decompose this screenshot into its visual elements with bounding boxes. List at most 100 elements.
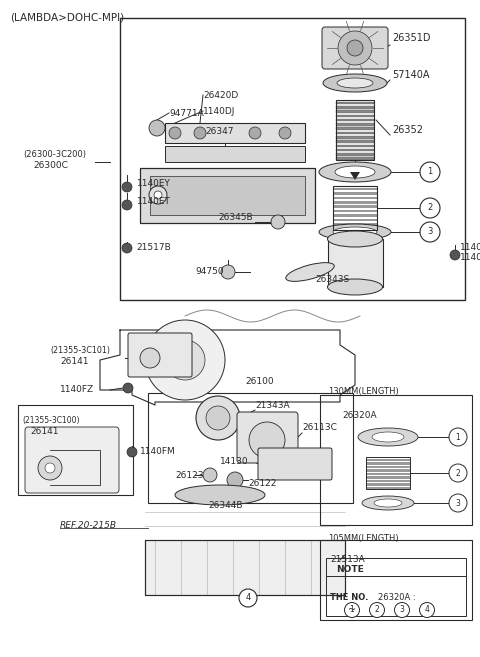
Bar <box>336 123 374 125</box>
Circle shape <box>420 162 440 182</box>
Text: THE NO.: THE NO. <box>330 593 368 602</box>
Text: 4: 4 <box>245 593 251 602</box>
Bar <box>326 558 466 616</box>
FancyBboxPatch shape <box>237 412 298 463</box>
Bar <box>366 466 410 468</box>
FancyBboxPatch shape <box>128 333 192 377</box>
Bar <box>333 186 377 230</box>
Text: 2: 2 <box>427 204 432 212</box>
Text: (26300-3C200): (26300-3C200) <box>23 150 86 160</box>
Circle shape <box>127 447 137 457</box>
Text: (LAMBDA>DOHC-MPI): (LAMBDA>DOHC-MPI) <box>10 12 124 22</box>
Bar <box>145 540 345 595</box>
Text: 1140ET: 1140ET <box>137 198 171 206</box>
Text: 105MM(LENGTH): 105MM(LENGTH) <box>328 534 398 543</box>
Bar <box>150 175 305 214</box>
Bar <box>366 476 410 478</box>
Text: 1: 1 <box>456 432 460 442</box>
Text: 21513A: 21513A <box>330 556 365 564</box>
Bar <box>336 145 374 147</box>
Bar <box>336 119 374 122</box>
Text: 57140A: 57140A <box>392 70 430 80</box>
Bar <box>333 227 377 230</box>
Bar <box>333 210 377 212</box>
Circle shape <box>279 127 291 139</box>
Ellipse shape <box>286 263 334 281</box>
Text: 26347: 26347 <box>205 127 233 137</box>
Circle shape <box>420 198 440 218</box>
Circle shape <box>169 127 181 139</box>
Circle shape <box>420 602 434 618</box>
Bar <box>336 149 374 151</box>
Circle shape <box>45 463 55 473</box>
Ellipse shape <box>337 78 373 88</box>
Bar <box>336 131 374 134</box>
Bar <box>336 141 374 143</box>
Circle shape <box>239 589 257 607</box>
Circle shape <box>149 120 165 136</box>
Circle shape <box>271 215 285 229</box>
Bar <box>336 141 374 143</box>
Bar <box>333 188 377 191</box>
Text: 26123: 26123 <box>175 470 204 480</box>
Text: 94771A: 94771A <box>169 108 204 118</box>
Bar <box>336 127 374 130</box>
Circle shape <box>345 602 360 618</box>
Bar <box>366 484 410 486</box>
Bar <box>148 393 353 503</box>
Bar <box>336 114 374 117</box>
Circle shape <box>450 250 460 260</box>
Circle shape <box>154 191 162 199</box>
Bar <box>333 201 377 204</box>
Circle shape <box>140 348 160 368</box>
Bar <box>336 145 374 147</box>
Circle shape <box>194 127 206 139</box>
Bar <box>336 123 374 125</box>
Bar <box>333 219 377 221</box>
Bar <box>366 457 410 489</box>
Bar <box>336 149 374 151</box>
Text: 21343A: 21343A <box>255 401 289 409</box>
Text: ~: ~ <box>348 605 356 615</box>
Text: 26300C: 26300C <box>33 160 68 170</box>
Bar <box>320 395 472 525</box>
Circle shape <box>122 182 132 192</box>
Circle shape <box>449 464 467 482</box>
Text: 26343S: 26343S <box>315 275 349 284</box>
Bar <box>366 459 410 461</box>
Text: 14130: 14130 <box>220 457 249 466</box>
Circle shape <box>347 40 363 56</box>
Bar <box>366 469 410 472</box>
Ellipse shape <box>319 224 391 240</box>
Ellipse shape <box>372 432 404 442</box>
Circle shape <box>196 396 240 440</box>
Bar <box>336 102 374 104</box>
Text: 3: 3 <box>456 499 460 507</box>
Circle shape <box>449 494 467 512</box>
Bar <box>120 18 465 300</box>
Circle shape <box>227 472 243 488</box>
Text: 26122: 26122 <box>248 480 276 489</box>
Bar <box>165 146 305 162</box>
Bar <box>366 480 410 482</box>
Text: (21355-3C100): (21355-3C100) <box>22 415 80 424</box>
Circle shape <box>122 243 132 253</box>
FancyBboxPatch shape <box>258 448 332 480</box>
FancyBboxPatch shape <box>322 27 388 69</box>
Circle shape <box>338 31 372 65</box>
Bar <box>336 106 374 108</box>
Text: 26320A: 26320A <box>342 411 377 420</box>
Circle shape <box>149 186 167 204</box>
Text: 26420D: 26420D <box>203 91 238 99</box>
Bar <box>165 123 305 143</box>
Text: 2: 2 <box>456 468 460 478</box>
Bar <box>336 102 374 104</box>
Bar <box>333 223 377 225</box>
Circle shape <box>221 265 235 279</box>
Text: 26100: 26100 <box>245 378 274 386</box>
Text: 1140FM: 1140FM <box>140 447 176 457</box>
Text: 26351D: 26351D <box>392 33 431 43</box>
Text: 26352: 26352 <box>392 125 423 135</box>
Polygon shape <box>350 172 360 180</box>
Bar <box>333 196 377 199</box>
